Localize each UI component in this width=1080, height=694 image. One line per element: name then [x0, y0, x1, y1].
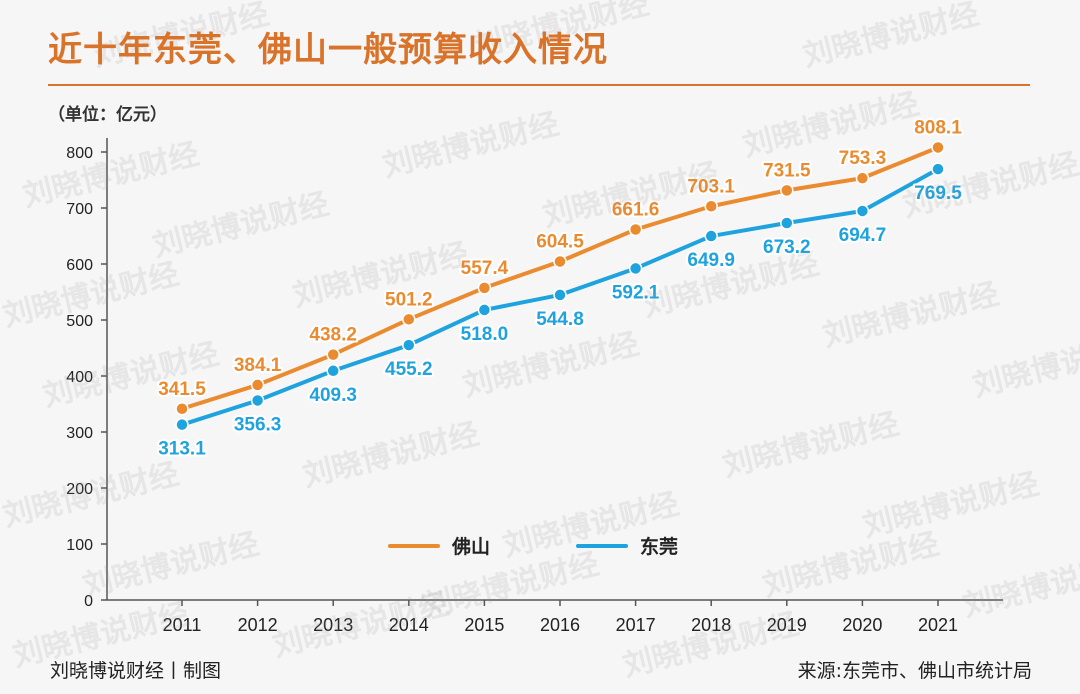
y-tick-label: 700: [66, 201, 93, 218]
data-point: [477, 303, 492, 317]
unit-label: （单位：亿元）: [48, 105, 167, 125]
data-point: [402, 312, 416, 327]
data-label: 769.5: [914, 183, 962, 204]
y-tick-label: 200: [66, 481, 93, 498]
data-point: [931, 140, 945, 155]
y-tick-label: 600: [66, 257, 93, 274]
x-tick-label: 2017: [616, 615, 656, 635]
data-point: [780, 216, 794, 230]
data-label: 557.4: [461, 258, 509, 279]
data-point: [250, 393, 265, 408]
data-point: [704, 229, 718, 243]
x-tick-label: 2021: [918, 615, 958, 635]
x-tick-label: 2014: [389, 615, 429, 635]
x-tick-label: 2019: [767, 615, 807, 635]
data-label: 731.5: [763, 160, 811, 181]
data-point: [931, 162, 945, 176]
y-tick-label: 400: [66, 369, 93, 386]
legend-label: 佛山: [451, 535, 490, 558]
data-point: [175, 402, 189, 416]
y-tick-label: 800: [66, 145, 93, 162]
data-label: 673.2: [763, 237, 811, 258]
data-point: [326, 347, 340, 362]
data-label: 313.1: [158, 439, 206, 460]
x-tick-label: 2013: [313, 615, 353, 635]
data-label: 455.2: [385, 359, 433, 380]
data-label: 544.8: [536, 309, 584, 330]
data-point: [855, 204, 870, 218]
title-divider: [48, 84, 1030, 86]
x-tick-label: 2015: [464, 615, 504, 635]
data-point: [553, 254, 567, 269]
data-point: [250, 378, 265, 392]
data-label: 661.6: [612, 200, 660, 221]
data-point: [402, 338, 416, 352]
data-label: 438.2: [309, 325, 357, 346]
data-label: 592.1: [612, 282, 660, 303]
x-tick-label: 2020: [842, 615, 882, 635]
data-label: 501.2: [385, 289, 433, 310]
data-label: 341.5: [158, 379, 206, 400]
y-tick-label: 100: [66, 537, 93, 554]
data-point: [477, 281, 492, 295]
data-label: 703.1: [687, 176, 735, 197]
data-point: [326, 364, 340, 378]
data-label: 409.3: [309, 385, 357, 406]
data-label: 649.9: [687, 250, 735, 271]
y-tick-label: 500: [66, 313, 93, 330]
data-label: 518.0: [461, 324, 509, 345]
data-point: [628, 222, 643, 237]
x-tick-label: 2018: [691, 615, 731, 635]
data-point: [175, 417, 189, 432]
data-point: [780, 183, 794, 198]
data-point: [628, 261, 643, 276]
y-tick-label: 300: [66, 425, 93, 442]
series-line-0: [180, 145, 940, 411]
data-label: 753.3: [839, 148, 887, 169]
data-label: 356.3: [234, 414, 282, 435]
y-tick-label: 0: [84, 593, 93, 610]
legend-label: 东莞: [640, 535, 678, 558]
x-tick-label: 2011: [163, 615, 202, 635]
data-label: 384.1: [234, 355, 282, 376]
data-point: [855, 171, 870, 185]
footer-credit: 刘晓博说财经丨制图: [50, 660, 222, 682]
data-label: 694.7: [839, 225, 887, 246]
data-label: 808.1: [914, 117, 962, 138]
data-point: [704, 199, 718, 214]
data-label: 604.5: [536, 231, 584, 252]
data-point: [553, 288, 567, 302]
x-tick-label: 2016: [540, 615, 580, 635]
x-tick-label: 2012: [238, 615, 278, 635]
footer-source: 来源:东莞市、佛山市统计局: [797, 660, 1032, 682]
chart-title: 近十年东莞、佛山一般预算收入情况: [48, 30, 608, 70]
